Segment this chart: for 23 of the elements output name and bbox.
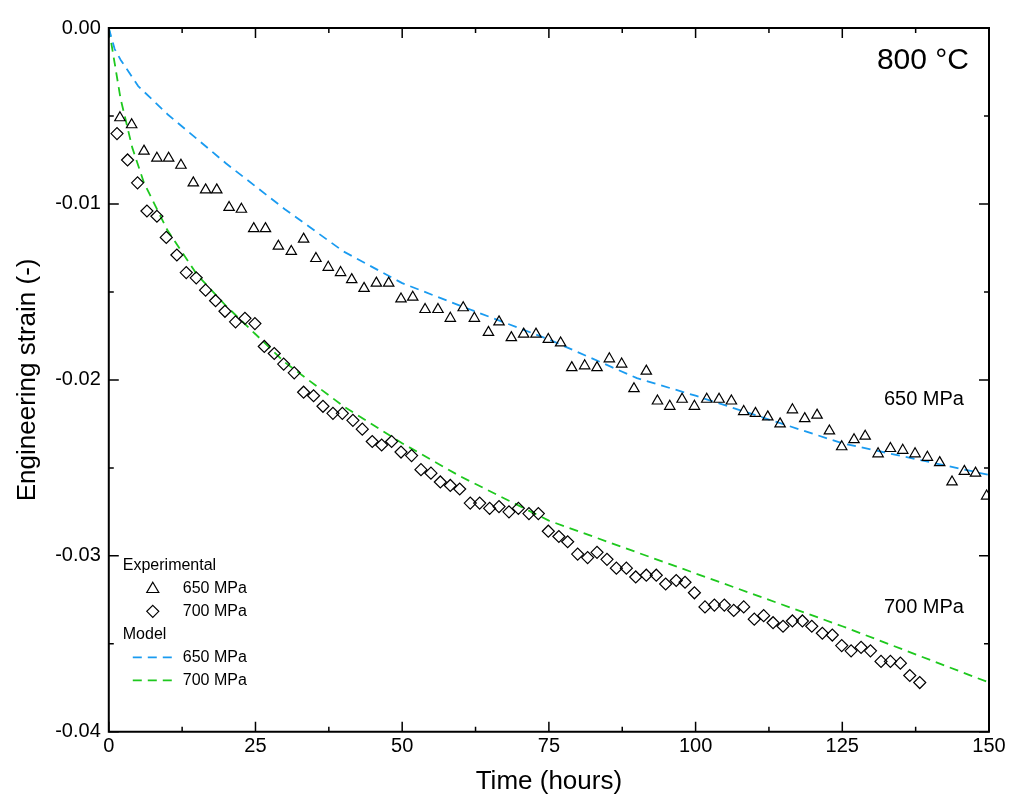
annotation: 700 MPa <box>883 595 965 618</box>
x-tick-label: 50 <box>391 734 414 757</box>
legend-label: 700 MPa <box>182 670 247 688</box>
legend-label: 700 MPa <box>182 601 247 619</box>
x-tick-label: 25 <box>244 734 267 757</box>
y-tick-label: 0.00 <box>61 15 101 38</box>
y-tick-label: -0.04 <box>55 719 101 742</box>
x-tick-label: 0 <box>103 734 115 757</box>
y-tick-label: -0.02 <box>55 367 101 390</box>
x-axis-title: Time (hours) <box>475 764 623 795</box>
annotation: 800 °C <box>876 42 969 76</box>
annotation: 650 MPa <box>883 387 965 410</box>
legend-label: 650 MPa <box>182 647 247 665</box>
annotation: Model <box>122 624 167 642</box>
annotation: Experimental <box>122 555 217 573</box>
x-tick-label: 75 <box>537 734 561 757</box>
y-tick-label: -0.03 <box>55 543 101 566</box>
x-tick-label: 150 <box>972 734 1006 757</box>
x-tick-label: 125 <box>825 734 859 757</box>
y-tick-label: -0.01 <box>55 191 101 214</box>
x-tick-label: 100 <box>678 734 713 757</box>
legend-label: 650 MPa <box>182 578 247 596</box>
y-axis-title: Engineering strain (-) <box>10 258 41 502</box>
